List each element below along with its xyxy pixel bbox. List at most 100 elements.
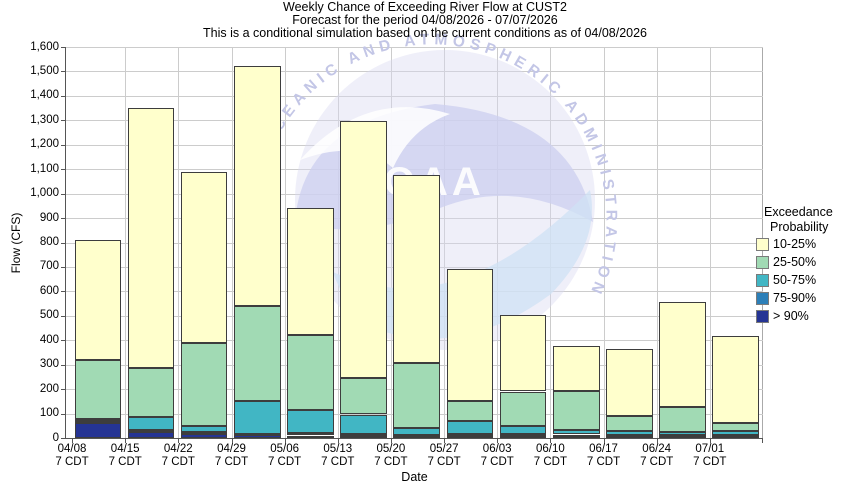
y-tick bbox=[61, 193, 66, 195]
bar-segment-05-20 bbox=[393, 174, 441, 363]
bar-segment-06-03 bbox=[499, 426, 547, 435]
bar-segment-05-06 bbox=[287, 335, 334, 410]
bar-segment-05-13 bbox=[340, 435, 387, 438]
y-tick-label: 800 bbox=[39, 236, 59, 248]
bar-segment-05-06 bbox=[287, 409, 334, 434]
gridline-horizontal bbox=[66, 47, 763, 48]
legend-item: 75-90% bbox=[756, 289, 850, 307]
x-tick-label-time: 7 CDT bbox=[693, 456, 727, 468]
x-tick-label-time: 7 CDT bbox=[55, 456, 89, 468]
bar-segment-04-08 bbox=[74, 360, 122, 420]
x-axis-line bbox=[65, 438, 763, 439]
legend-label: 10-25% bbox=[773, 237, 817, 251]
bar-segment-06-17 bbox=[606, 416, 653, 431]
legend-label: 75-90% bbox=[773, 291, 817, 305]
bar-segment-05-06 bbox=[287, 435, 334, 438]
bar-segment-05-13 bbox=[340, 378, 387, 415]
x-tick-label-time: 7 CDT bbox=[321, 456, 355, 468]
gridline-vertical bbox=[709, 47, 711, 438]
y-tick bbox=[61, 291, 66, 293]
bar-segment-04-08 bbox=[74, 422, 122, 438]
bar-segment-07-01 bbox=[712, 435, 759, 438]
legend-label: > 90% bbox=[773, 309, 809, 323]
legend-item: 10-25% bbox=[756, 235, 850, 253]
legend-swatch bbox=[756, 273, 769, 287]
bar-segment-05-20 bbox=[393, 428, 441, 435]
y-tick bbox=[61, 413, 66, 415]
y-tick bbox=[61, 169, 66, 171]
bar-segment-06-10 bbox=[552, 345, 600, 391]
x-tick-label: 06/10 7 CDT bbox=[524, 443, 576, 469]
bar-segment-06-03 bbox=[499, 315, 547, 392]
y-tick-label: 1,300 bbox=[30, 113, 59, 126]
gridline-vertical bbox=[603, 47, 605, 438]
bar-segment-06-17 bbox=[606, 430, 653, 435]
bar-segment-05-13 bbox=[340, 433, 387, 436]
x-tick-label-date: 04/08 bbox=[57, 443, 87, 455]
x-tick-label: 05/27 7 CDT bbox=[418, 443, 470, 469]
legend-item: > 90% bbox=[756, 307, 850, 325]
bar-segment-05-27 bbox=[446, 421, 494, 435]
bar-segment-06-17 bbox=[606, 434, 653, 437]
x-tick-label-time: 7 CDT bbox=[586, 456, 621, 468]
bar-segment-05-20 bbox=[393, 434, 441, 437]
y-tick-label: 100 bbox=[39, 407, 59, 420]
bar-segment-06-17 bbox=[606, 436, 653, 439]
legend: Exceedance Probability 10-25% 25-50% 50-75… bbox=[756, 205, 850, 325]
y-tick-label: 1,400 bbox=[30, 89, 59, 102]
bar-segment-04-22 bbox=[180, 343, 228, 427]
x-tick bbox=[603, 438, 605, 443]
bar-segment-04-08 bbox=[74, 421, 122, 424]
x-tick-label-date: 05/20 bbox=[376, 443, 406, 455]
x-tick-label: 06/17 7 CDT bbox=[578, 443, 630, 469]
legend-items: 10-25% 25-50% 50-75% 75-90% > 90% bbox=[756, 235, 850, 325]
gridline-horizontal bbox=[66, 95, 763, 97]
bar-segment-06-03 bbox=[499, 434, 547, 437]
x-tick-label-time: 7 CDT bbox=[374, 456, 408, 468]
x-tick-label: 06/24 7 CDT bbox=[631, 443, 683, 469]
y-tick bbox=[61, 266, 66, 268]
bar-segment-05-27 bbox=[446, 434, 494, 437]
gridline-vertical bbox=[656, 47, 658, 438]
x-tick-label-time: 7 CDT bbox=[267, 456, 302, 468]
bar-segment-04-29 bbox=[234, 306, 281, 401]
y-tick bbox=[61, 438, 66, 439]
y-tick-label: 400 bbox=[39, 333, 59, 346]
bar-segment-05-27 bbox=[446, 268, 494, 402]
gridline-vertical bbox=[231, 47, 233, 438]
x-tick-label-time: 7 CDT bbox=[108, 456, 142, 468]
y-tick-label: 600 bbox=[39, 284, 59, 297]
gridline-vertical bbox=[284, 47, 286, 438]
x-tick bbox=[550, 438, 552, 443]
x-tick-label-time: 7 CDT bbox=[161, 456, 195, 468]
y-tick bbox=[61, 242, 66, 244]
y-tick bbox=[61, 389, 66, 391]
x-tick bbox=[656, 438, 658, 443]
y-tick-label: 1,500 bbox=[30, 64, 59, 77]
bar-segment-05-06 bbox=[287, 433, 334, 436]
x-tick-label: 04/22 7 CDT bbox=[152, 443, 204, 469]
bar-segment-06-03 bbox=[499, 436, 547, 438]
chart-subtitle: Forecast for the period 04/08/2026 - 07/… bbox=[292, 13, 558, 27]
x-tick-label-date: 07/01 bbox=[695, 443, 725, 455]
x-tick-label: 04/15 7 CDT bbox=[99, 443, 151, 469]
legend-item: 25-50% bbox=[756, 253, 850, 271]
y-tick-label: 900 bbox=[39, 211, 59, 224]
bar-segment-04-15 bbox=[127, 417, 175, 431]
gridline-vertical bbox=[337, 47, 339, 438]
bar-segment-05-20 bbox=[393, 362, 441, 429]
x-tick-label: 07/01 7 CDT bbox=[684, 443, 736, 469]
x-tick-label-date: 04/29 bbox=[217, 443, 246, 455]
y-tick-label: 1,200 bbox=[30, 138, 59, 151]
x-tick-label: 04/29 7 CDT bbox=[206, 443, 258, 469]
legend-swatch bbox=[756, 309, 769, 323]
bar-segment-06-24 bbox=[659, 432, 706, 436]
y-tick-label: 1,100 bbox=[30, 162, 59, 175]
bar-segment-04-15 bbox=[127, 431, 175, 438]
x-tick-label: 05/20 7 CDT bbox=[365, 443, 417, 469]
gridline-vertical bbox=[444, 47, 446, 438]
bar-segment-04-15 bbox=[127, 367, 175, 418]
legend-title-line1: Exceedance bbox=[764, 205, 833, 219]
legend-label: 50-75% bbox=[773, 273, 817, 287]
